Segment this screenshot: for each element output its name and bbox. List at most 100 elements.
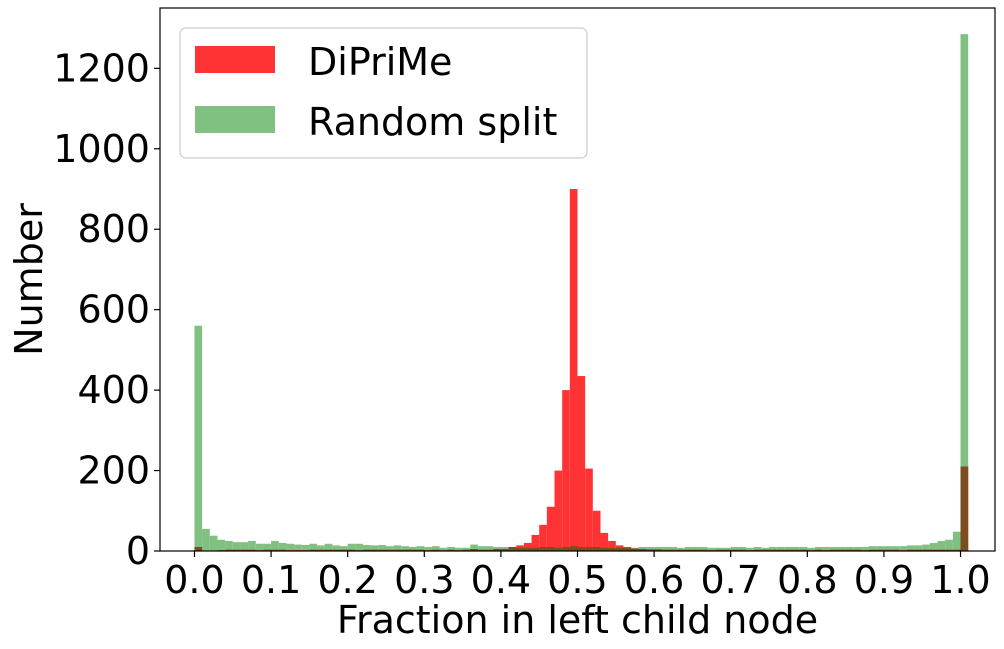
y-tick-label: 800 — [77, 207, 150, 251]
overlap-bar-89 — [876, 549, 884, 551]
overlap-bar-71 — [738, 549, 747, 551]
random-split-bar-78 — [791, 546, 800, 551]
random-split-bar-19 — [340, 546, 348, 551]
legend-box — [179, 27, 588, 159]
random-split-bar-89 — [876, 546, 884, 551]
random-split-bar-77 — [784, 546, 792, 551]
overlap-bar-96 — [929, 549, 938, 551]
x-tick-label: 0.8 — [777, 558, 837, 602]
x-tick-label: 0.2 — [317, 558, 377, 602]
overlap-bar-15 — [309, 549, 318, 551]
random-split-bar-91 — [891, 546, 900, 551]
random-split-bar-16 — [317, 545, 325, 551]
random-split-bar-72 — [746, 547, 754, 551]
random-split-bar-60 — [654, 546, 662, 551]
random-split-bar-98 — [945, 539, 953, 551]
overlap-bar-6 — [240, 549, 249, 551]
diprime-bar-43 — [523, 542, 532, 551]
overlap-bar-39 — [493, 548, 501, 551]
random-split-bar-20 — [347, 543, 356, 551]
overlap-bar-68 — [715, 549, 724, 551]
overlap-bar-69 — [723, 549, 731, 551]
overlap-bar-43 — [523, 547, 532, 551]
y-axis-ticks: 0 200 400 600 800 1000 1200 — [53, 46, 160, 573]
x-tick-label: 1.0 — [930, 558, 990, 602]
random-split-bar-97 — [937, 540, 946, 551]
random-split-bar-85 — [845, 546, 854, 551]
random-split-bar-34 — [454, 547, 463, 551]
overlap-bar-56 — [623, 547, 632, 551]
overlap-bar-61 — [661, 549, 670, 551]
legend-swatch-diprime — [195, 46, 275, 73]
legend-label-diprime: DiPriMe — [308, 40, 452, 84]
overlap-bar-85 — [845, 549, 854, 551]
random-split-bar-30 — [424, 546, 432, 551]
random-split-bar-25 — [385, 546, 394, 551]
random-split-bar-61 — [661, 546, 670, 551]
overlap-bar-29 — [416, 549, 425, 551]
overlap-bar-44 — [531, 547, 540, 551]
overlap-bar-54 — [608, 547, 616, 551]
overlap-bar-18 — [332, 549, 341, 551]
x-tick-label: 0.6 — [624, 558, 684, 602]
x-tick-label: 0.0 — [164, 558, 224, 602]
overlap-bar-100 — [960, 466, 969, 551]
diprime-bars — [194, 189, 969, 551]
random-split-bar-92 — [899, 546, 907, 551]
overlap-bar-28 — [408, 549, 417, 551]
overlap-bar-93 — [906, 549, 915, 551]
random-split-bar-99 — [952, 531, 961, 551]
overlap-bar-5 — [232, 549, 241, 551]
random-split-bar-66 — [700, 546, 708, 551]
random-split-bar-22 — [363, 544, 371, 551]
overlap-bar-7 — [248, 549, 256, 551]
random-split-bar-65 — [692, 546, 701, 551]
random-split-bar-75 — [769, 546, 777, 551]
random-split-bar-0 — [194, 325, 203, 551]
random-split-bar-33 — [447, 546, 455, 551]
diprime-bar-53 — [600, 532, 609, 551]
random-split-bar-37 — [477, 546, 486, 551]
random-split-bar-90 — [883, 546, 892, 551]
overlap-bar-50 — [577, 546, 586, 551]
random-split-bar-84 — [837, 546, 846, 551]
overlap-bar-52 — [592, 546, 601, 551]
random-split-bar-36 — [470, 544, 478, 551]
overlap-bar-98 — [945, 549, 953, 551]
overlap-bar-75 — [769, 549, 777, 551]
overlap-bar-66 — [700, 549, 708, 551]
random-split-bar-69 — [723, 547, 731, 551]
x-tick-label: 0.3 — [394, 558, 454, 602]
random-split-bar-73 — [753, 546, 762, 551]
x-tick-label: 0.7 — [700, 558, 760, 602]
random-split-bar-7 — [248, 540, 256, 551]
diprime-bar-54 — [608, 540, 616, 551]
random-split-bar-13 — [294, 544, 302, 551]
overlap-bar-64 — [684, 549, 693, 551]
random-split-bar-6 — [240, 542, 249, 551]
overlap-bar-26 — [393, 549, 402, 551]
overlap-bar-11 — [278, 549, 287, 551]
random-split-bar-74 — [761, 547, 770, 551]
random-split-bar-24 — [378, 544, 386, 551]
overlap-bar-94 — [914, 549, 923, 551]
y-tick-label: 1000 — [53, 127, 150, 171]
overlap-bar-57 — [631, 548, 639, 551]
diprime-bar-49 — [569, 189, 578, 551]
overlap-bar-91 — [891, 549, 900, 551]
overlap-bar-97 — [937, 549, 946, 551]
random-split-bar-63 — [677, 547, 685, 551]
random-split-bar-59 — [646, 546, 655, 551]
random-split-bar-67 — [707, 547, 716, 551]
overlap-bar-46 — [546, 546, 555, 551]
overlap-bar-23 — [370, 549, 379, 551]
random-split-bar-14 — [301, 544, 310, 551]
overlap-bar-9 — [263, 549, 272, 551]
overlap-bar-70 — [730, 549, 739, 551]
overlap-bar-77 — [784, 549, 792, 551]
random-split-bar-83 — [830, 546, 838, 551]
random-split-bar-4 — [225, 540, 233, 551]
random-split-bar-21 — [355, 543, 364, 551]
diprime-bar-51 — [585, 468, 593, 551]
random-split-bar-12 — [286, 543, 295, 551]
